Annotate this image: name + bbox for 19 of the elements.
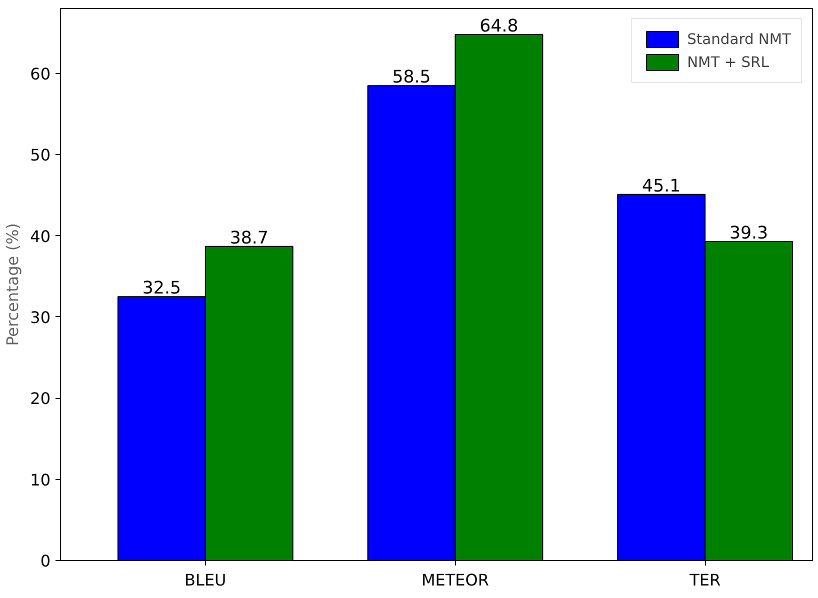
y-tick-label: 40: [30, 226, 50, 246]
y-axis-title: Percentage (%): [3, 223, 22, 346]
legend-label: NMT + SRL: [687, 54, 769, 70]
x-tick-label: BLEU: [184, 570, 226, 590]
data-label: 45.1: [642, 176, 681, 196]
y-tick-label: 30: [30, 308, 50, 327]
data-label: 39.3: [730, 223, 768, 244]
x-tick-label: METEOR: [421, 570, 489, 590]
legend-label: Standard NMT: [687, 30, 791, 48]
data-label: 64.8: [480, 16, 518, 36]
x-tick-label: TER: [688, 570, 721, 590]
data-label: 38.7: [230, 228, 268, 248]
y-tick-label: 60: [30, 64, 50, 84]
y-tick-label: 50: [30, 146, 50, 165]
y-tick-label: 0: [40, 552, 51, 570]
data-label: 32.5: [142, 278, 181, 299]
data-label: 58.5: [392, 68, 431, 88]
y-tick-label: 10: [30, 470, 50, 490]
y-tick-label: 20: [30, 389, 50, 408]
